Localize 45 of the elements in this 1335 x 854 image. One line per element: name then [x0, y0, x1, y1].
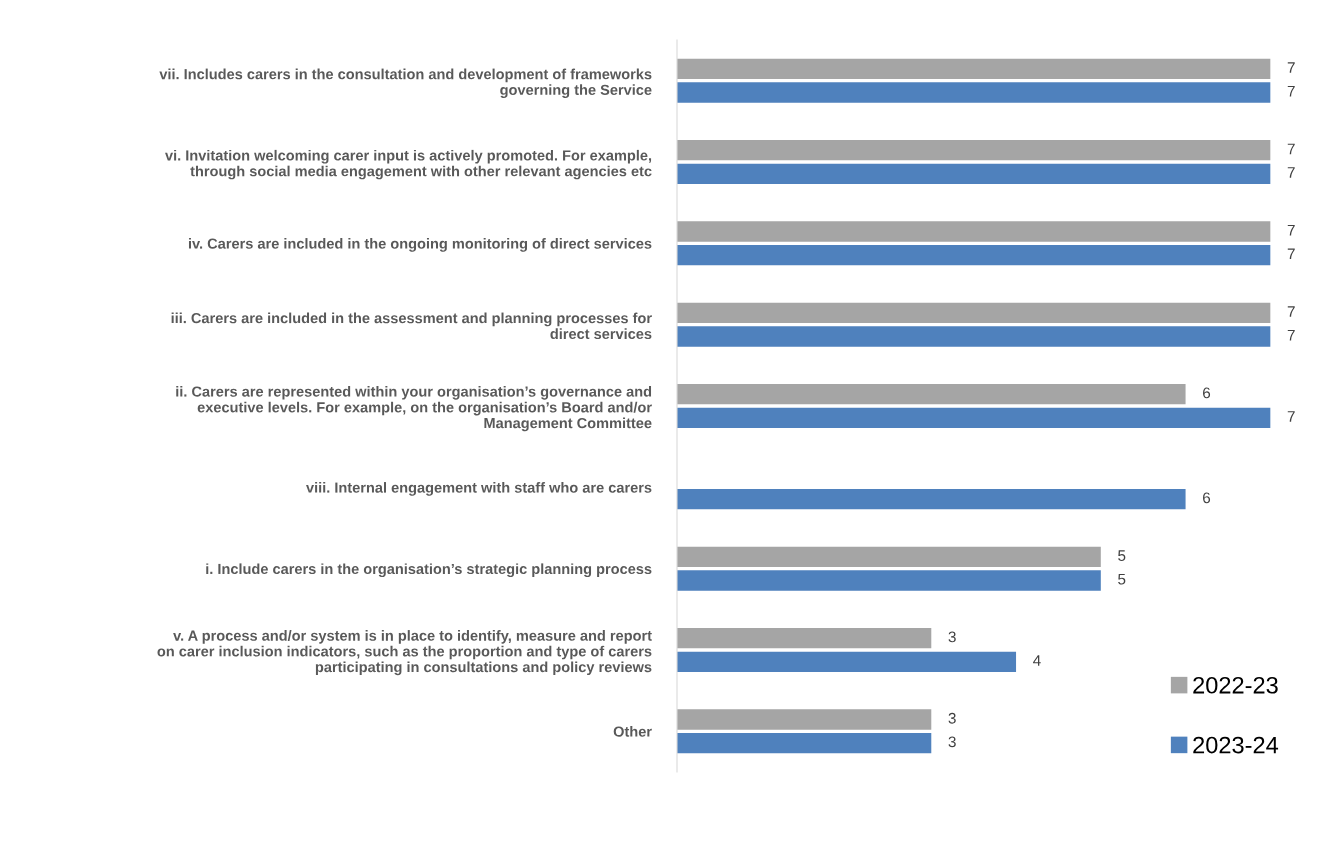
data-label: 7 — [1287, 306, 1295, 317]
legend-label: 2022-23 — [1193, 676, 1278, 694]
data-label: 7 — [1287, 167, 1295, 178]
data-label: 6 — [1203, 387, 1211, 399]
data-label: 4 — [1033, 655, 1041, 666]
bar — [677, 651, 1017, 672]
bar — [677, 709, 932, 730]
bar — [677, 244, 1271, 266]
bar — [677, 384, 1186, 405]
bar — [677, 546, 1101, 568]
y-tick-label: vii. Includes carers in the consultation and development of frameworks governing the Service — [159, 68, 652, 98]
data-label: 7 — [1287, 411, 1295, 422]
bar — [677, 82, 1271, 103]
bar — [677, 732, 932, 754]
y-tick-label: v. A process and/or system is in place to identify, measure and report on carer inclusion indicators, such as the proportion and type of carers participating in consultations and policy reviews — [157, 630, 652, 676]
bar — [677, 628, 932, 649]
y-tick-label: i. Include carers in the organisation’s strategic planning process — [206, 563, 652, 578]
y-tick-label: Other — [613, 726, 652, 737]
data-label: 7 — [1287, 62, 1295, 73]
bar — [677, 488, 1186, 510]
data-label: 7 — [1287, 143, 1295, 155]
data-label: 7 — [1287, 85, 1295, 97]
y-tick-label: vi. Invitation welcoming carer input is actively promoted. For example, through social media engagement with other relevant agencies etc — [165, 149, 652, 180]
bar — [677, 163, 1271, 184]
y-tick-label: viii. Internal engagement with staff who are carers — [306, 482, 652, 496]
data-label: 5 — [1118, 573, 1126, 585]
bar — [677, 407, 1271, 428]
data-label: 3 — [948, 736, 956, 748]
bar — [677, 302, 1271, 324]
bar — [677, 140, 1271, 161]
legend-label: 2023-24 — [1193, 736, 1279, 754]
data-label: 7 — [1287, 224, 1295, 236]
bar — [677, 570, 1101, 591]
bar — [677, 221, 1271, 242]
data-label: 5 — [1118, 550, 1126, 561]
y-tick-label: iv. Carers are included in the ongoing monitoring of direct services — [188, 238, 652, 252]
bar — [677, 58, 1271, 80]
data-label: 7 — [1287, 248, 1295, 260]
bar — [677, 326, 1271, 347]
data-label: 7 — [1287, 329, 1295, 341]
data-label: 6 — [1203, 492, 1211, 504]
data-label: 3 — [948, 631, 956, 643]
y-tick-label: ii. Carers are represented within your organisation’s governance and executive levels. For example, on the organisation’s Board and/or Management Committee — [176, 386, 652, 432]
data-label: 3 — [948, 712, 956, 724]
y-tick-label: iii. Carers are included in the assessment and planning processes for direct services — [171, 312, 652, 340]
